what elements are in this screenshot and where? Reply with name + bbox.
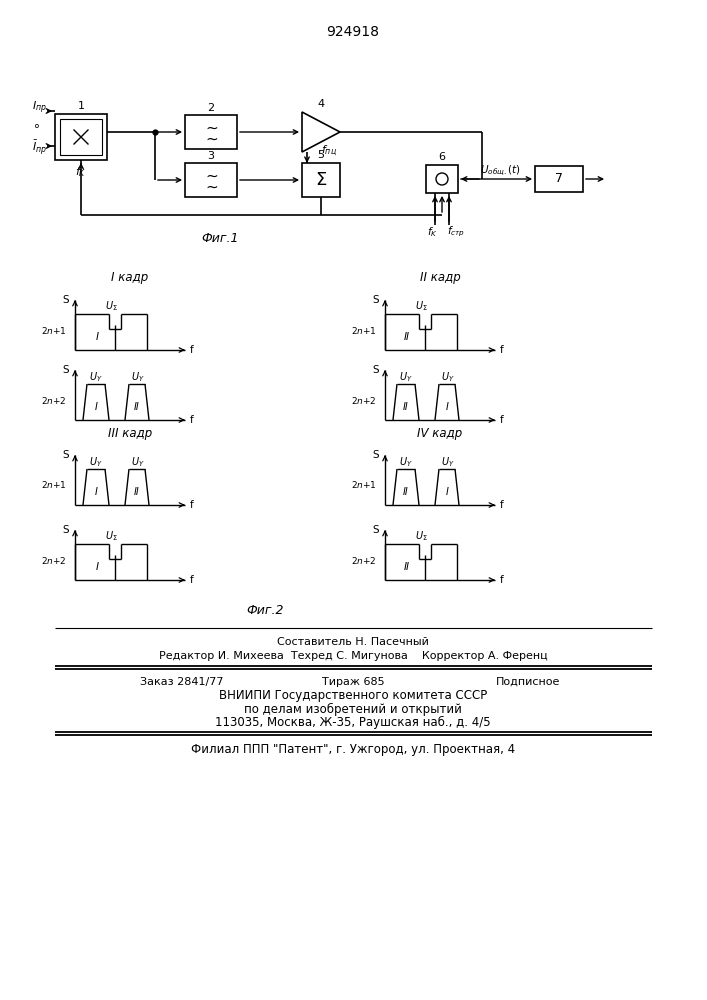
Text: Составитель Н. Пасечный: Составитель Н. Пасечный bbox=[277, 637, 429, 647]
Text: $\sim$: $\sim$ bbox=[203, 119, 219, 134]
Text: $f_K$: $f_K$ bbox=[426, 225, 438, 239]
Text: $I_{пр}$: $I_{пр}$ bbox=[32, 100, 47, 116]
Text: S: S bbox=[62, 450, 69, 460]
Text: $2n{+}1$: $2n{+}1$ bbox=[351, 324, 377, 336]
Text: II: II bbox=[403, 402, 409, 412]
Text: Фиг.2: Фиг.2 bbox=[246, 603, 284, 616]
Text: f: f bbox=[190, 415, 194, 425]
Text: $U_Y$: $U_Y$ bbox=[441, 455, 455, 469]
Text: II: II bbox=[404, 562, 410, 572]
Text: $2n{+}1$: $2n{+}1$ bbox=[351, 480, 377, 490]
Text: Тираж 685: Тираж 685 bbox=[322, 677, 385, 687]
Text: II: II bbox=[134, 487, 140, 497]
Text: III кадр: III кадр bbox=[108, 426, 152, 440]
Bar bbox=[535, 166, 583, 192]
Text: II: II bbox=[134, 402, 140, 412]
Text: $\Sigma$: $\Sigma$ bbox=[315, 171, 327, 189]
Text: Филиал ППП "Патент", г. Ужгород, ул. Проектная, 4: Филиал ППП "Патент", г. Ужгород, ул. Про… bbox=[191, 742, 515, 756]
Text: $U_{общ.}(t)$: $U_{общ.}(t)$ bbox=[479, 164, 520, 178]
Text: I: I bbox=[95, 487, 98, 497]
Text: 924918: 924918 bbox=[327, 25, 380, 39]
Text: IV кадр: IV кадр bbox=[417, 426, 462, 440]
Text: Подписное: Подписное bbox=[496, 677, 560, 687]
Text: I: I bbox=[95, 402, 98, 412]
Text: $U_{\Sigma}$: $U_{\Sigma}$ bbox=[105, 529, 117, 543]
Text: II: II bbox=[403, 487, 409, 497]
Text: $2n{+}2$: $2n{+}2$ bbox=[41, 554, 67, 566]
Text: S: S bbox=[62, 525, 69, 535]
Text: $2n{+}2$: $2n{+}2$ bbox=[41, 394, 67, 406]
Text: I: I bbox=[445, 402, 448, 412]
Text: $2n{+}2$: $2n{+}2$ bbox=[351, 394, 377, 406]
Text: II: II bbox=[404, 332, 410, 342]
Text: $\sim$: $\sim$ bbox=[203, 130, 219, 145]
Text: $2n{+}1$: $2n{+}1$ bbox=[41, 480, 67, 490]
Text: f: f bbox=[500, 500, 504, 510]
Text: 6: 6 bbox=[438, 152, 445, 162]
Text: $f_{пц}$: $f_{пц}$ bbox=[321, 144, 337, 158]
Text: 7: 7 bbox=[555, 172, 563, 186]
Text: $f_K$: $f_K$ bbox=[75, 165, 87, 179]
Text: f: f bbox=[190, 500, 194, 510]
Bar bbox=[426, 165, 458, 193]
Bar bbox=[302, 163, 340, 197]
Text: $\sim$: $\sim$ bbox=[203, 178, 219, 194]
Text: $2n{+}1$: $2n{+}1$ bbox=[41, 324, 67, 336]
Text: S: S bbox=[373, 525, 379, 535]
Text: S: S bbox=[373, 295, 379, 305]
Text: f: f bbox=[190, 345, 194, 355]
Text: I: I bbox=[95, 562, 98, 572]
Text: $U_Y$: $U_Y$ bbox=[131, 370, 145, 384]
Text: $U_Y$: $U_Y$ bbox=[399, 370, 413, 384]
Text: f: f bbox=[500, 415, 504, 425]
Text: f: f bbox=[190, 575, 194, 585]
Text: $f_{стр}$: $f_{стр}$ bbox=[447, 225, 465, 239]
Text: Фиг.1: Фиг.1 bbox=[201, 232, 239, 244]
Text: ВНИИПИ Государственного комитета СССР: ВНИИПИ Государственного комитета СССР bbox=[219, 690, 487, 702]
Text: S: S bbox=[62, 295, 69, 305]
Text: $U_{\Sigma}$: $U_{\Sigma}$ bbox=[414, 529, 428, 543]
Text: 1: 1 bbox=[78, 101, 85, 111]
Text: I кадр: I кадр bbox=[112, 271, 148, 284]
Text: 3: 3 bbox=[207, 151, 214, 161]
Text: $U_Y$: $U_Y$ bbox=[89, 455, 103, 469]
Text: 5: 5 bbox=[317, 150, 325, 160]
Text: I: I bbox=[445, 487, 448, 497]
Text: S: S bbox=[62, 365, 69, 375]
Text: $U_{\Sigma}$: $U_{\Sigma}$ bbox=[105, 299, 117, 313]
Text: f: f bbox=[500, 345, 504, 355]
Text: $2n{+}2$: $2n{+}2$ bbox=[351, 554, 377, 566]
Text: S: S bbox=[373, 450, 379, 460]
Text: $U_{\Sigma}$: $U_{\Sigma}$ bbox=[414, 299, 428, 313]
Text: I: I bbox=[95, 332, 98, 342]
Text: S: S bbox=[373, 365, 379, 375]
Bar bbox=[55, 114, 107, 160]
Text: $U_Y$: $U_Y$ bbox=[399, 455, 413, 469]
Text: 2: 2 bbox=[207, 103, 214, 113]
Text: Редактор И. Михеева  Техред С. Мигунова    Корректор А. Ференц: Редактор И. Михеева Техред С. Мигунова К… bbox=[158, 651, 547, 661]
Bar bbox=[185, 115, 237, 149]
Text: $\circ$: $\circ$ bbox=[32, 118, 40, 131]
Text: $U_Y$: $U_Y$ bbox=[441, 370, 455, 384]
Text: 4: 4 bbox=[317, 99, 325, 109]
Text: f: f bbox=[500, 575, 504, 585]
Text: по делам изобретений и открытий: по делам изобретений и открытий bbox=[244, 702, 462, 716]
Text: $U_Y$: $U_Y$ bbox=[131, 455, 145, 469]
Text: Заказ 2841/77: Заказ 2841/77 bbox=[140, 677, 223, 687]
Text: $\bar{I}_{пр}$: $\bar{I}_{пр}$ bbox=[32, 139, 47, 157]
Text: $U_Y$: $U_Y$ bbox=[89, 370, 103, 384]
Bar bbox=[60, 119, 102, 155]
Text: II кадр: II кадр bbox=[420, 271, 460, 284]
Bar bbox=[185, 163, 237, 197]
Text: 113035, Москва, Ж-35, Раушская наб., д. 4/5: 113035, Москва, Ж-35, Раушская наб., д. … bbox=[215, 715, 491, 729]
Text: $\sim$: $\sim$ bbox=[203, 167, 219, 182]
